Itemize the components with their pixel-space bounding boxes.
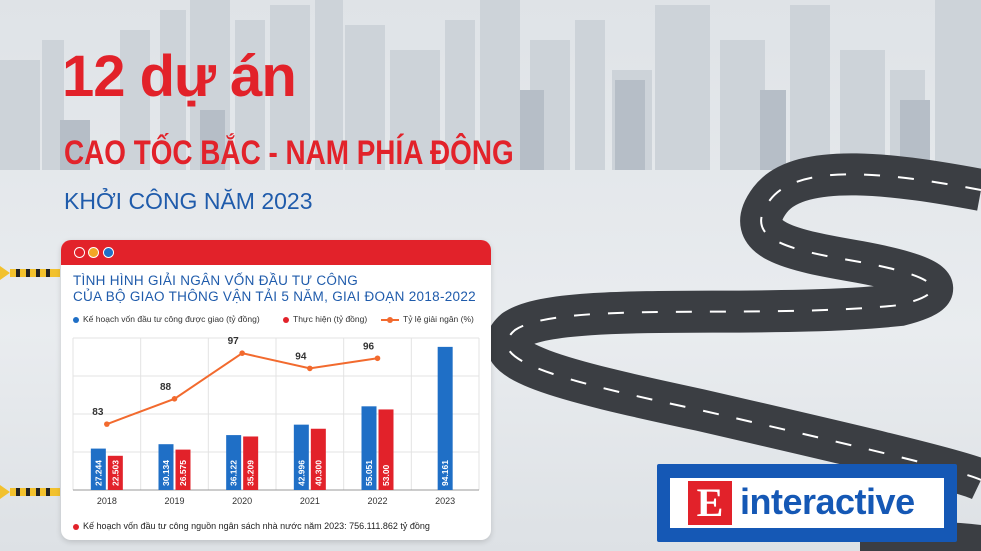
- chart-title: TÌNH HÌNH GIẢI NGÂN VỐN ĐẦU TƯ CÔNG CỦA …: [73, 273, 476, 305]
- bar-actual-label: 26.575: [178, 460, 188, 486]
- x-tick-label: 2021: [300, 496, 320, 506]
- x-tick-label: 2020: [232, 496, 252, 506]
- bar-plan-label: 42.996: [296, 460, 306, 486]
- bar-actual-label: 40.300: [313, 460, 323, 486]
- logo-frame: E interactive: [657, 464, 957, 542]
- left-edge-barrier: [0, 266, 60, 280]
- skyline-illustration: [0, 0, 981, 170]
- headline-sub: CAO TỐC BẮC - NAM PHÍA ĐÔNG: [64, 134, 514, 172]
- bar-actual: [378, 409, 394, 490]
- legend-swatch-blue: [73, 316, 79, 323]
- bar-plan-label: 36.122: [229, 460, 239, 486]
- left-edge-barrier: [0, 485, 60, 499]
- bar-actual: [175, 449, 191, 490]
- rate-label: 88: [160, 382, 172, 393]
- legend-label-actual: Thực hiện (tỷ đồng): [293, 314, 368, 324]
- rate-point: [374, 355, 381, 362]
- legend-label-rate: Tỷ lệ giải ngân (%): [403, 314, 474, 324]
- footnote-text: Kế hoạch vốn đầu tư công nguồn ngân sách…: [83, 521, 430, 531]
- chart-card: TÌNH HÌNH GIẢI NGÂN VỐN ĐẦU TƯ CÔNG CỦA …: [61, 240, 491, 540]
- bar-plan-label: 30.134: [161, 460, 171, 486]
- rate-label: 97: [228, 336, 240, 347]
- rate-label: 96: [363, 341, 375, 352]
- legend-label-plan: Kế hoạch vốn đầu tư công được giao (tỷ đ…: [83, 314, 260, 324]
- legend-item-rate: Tỷ lệ giải ngân (%): [381, 314, 474, 324]
- chart-title-line2: CỦA BỘ GIAO THÔNG VẬN TẢI 5 NĂM, GIAI ĐO…: [73, 289, 476, 304]
- rate-point: [307, 365, 313, 372]
- x-tick-label: 2019: [164, 496, 184, 506]
- bar-line-chart: 2018 27.244 22.503 2019 30.134 26.575 2020 36.1…: [72, 336, 480, 506]
- legend-item-plan: Kế hoạch vốn đầu tư công được giao (tỷ đ…: [73, 314, 260, 324]
- bar-plan: [293, 424, 309, 490]
- window-dot-yellow-icon: [88, 247, 99, 258]
- bar-actual-label: 53.00: [381, 464, 391, 486]
- bar-plan: [158, 444, 174, 490]
- rate-label: 83: [92, 407, 104, 418]
- x-tick-label: 2023: [435, 496, 455, 506]
- chart-footnote: Kế hoạch vốn đầu tư công nguồn ngân sách…: [73, 521, 430, 531]
- bar-actual: [107, 455, 123, 490]
- window-dot-red-icon: [74, 247, 85, 258]
- legend-swatch-red: [283, 316, 289, 323]
- bar-actual: [243, 436, 259, 490]
- bar-plan: [437, 346, 453, 490]
- logo-panel: E interactive: [670, 478, 944, 528]
- bar-plan-label: 27.244: [93, 460, 103, 486]
- footnote-bullet: [73, 523, 79, 530]
- x-tick-label: 2018: [97, 496, 117, 506]
- chart-title-line1: TÌNH HÌNH GIẢI NGÂN VỐN ĐẦU TƯ CÔNG: [73, 273, 359, 288]
- rate-point: [171, 396, 178, 402]
- legend-item-actual: Thực hiện (tỷ đồng): [283, 314, 367, 324]
- logo-letter: E: [688, 481, 732, 525]
- rate-point: [104, 421, 110, 427]
- bar-plan-label: 55.051: [364, 460, 374, 486]
- rate-label: 94: [295, 351, 307, 362]
- bar-plan: [226, 435, 242, 490]
- rate-line: [106, 352, 378, 426]
- headline-main: 12 dự án: [62, 44, 297, 109]
- bar-actual-label: 22.503: [110, 460, 120, 486]
- window-dot-blue-icon: [103, 247, 114, 258]
- legend-line-orange: [381, 316, 399, 323]
- headline-tagline: KHỞI CÔNG NĂM 2023: [64, 188, 313, 214]
- bar-plan: [90, 448, 106, 490]
- einteractive-logo: E interactive: [657, 464, 957, 542]
- rate-point: [239, 350, 245, 356]
- logo-wordmark: interactive: [740, 481, 915, 522]
- bar-actual: [310, 428, 326, 490]
- bar-plan: [361, 406, 377, 490]
- bar-actual-label: 35.209: [246, 460, 256, 486]
- card-titlebar: [61, 240, 491, 265]
- bar-plan-label: 94.161: [440, 460, 450, 486]
- x-tick-label: 2022: [367, 496, 387, 506]
